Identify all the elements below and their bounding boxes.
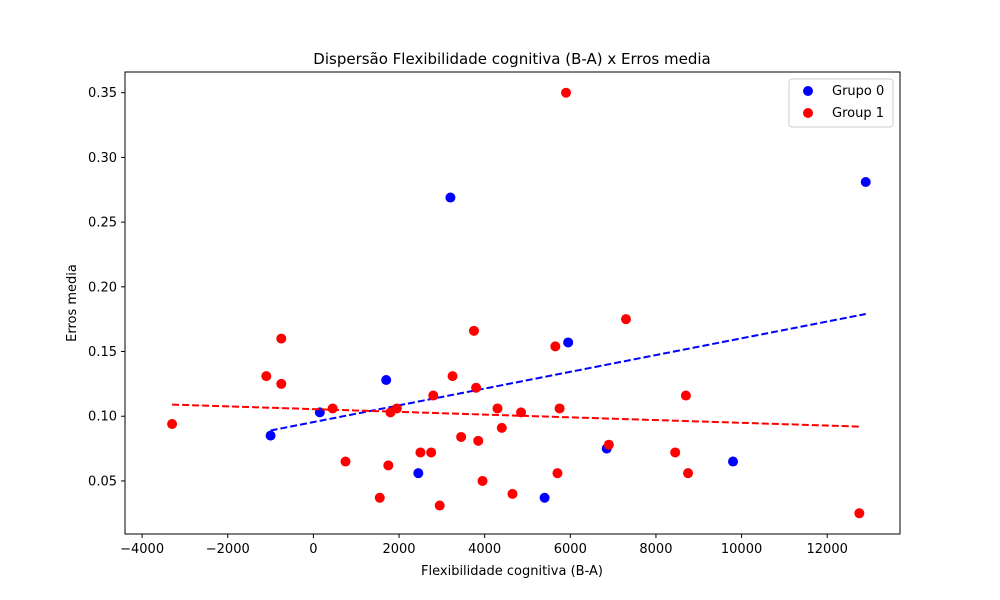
legend-marker-grupo-0 xyxy=(803,86,813,96)
point-group-1 xyxy=(670,447,681,458)
point-group-1 xyxy=(415,447,426,458)
point-group-1 xyxy=(854,508,865,519)
chart-title: Dispersão Flexibilidade cognitiva (B-A) … xyxy=(313,50,710,68)
point-group-1 xyxy=(456,431,467,442)
legend-label-group-1: Group 1 xyxy=(832,106,884,121)
point-group-1 xyxy=(496,422,507,433)
plot-marks xyxy=(167,87,871,519)
trend-line-grupo-0 xyxy=(270,313,866,432)
x-tick-label: 2000 xyxy=(382,542,415,557)
y-tick-label: 0.25 xyxy=(88,216,117,231)
y-axis-ticks: 0.05 0.10 0.15 0.20 0.25 0.30 0.35 xyxy=(88,86,125,489)
point-group-1 xyxy=(477,475,488,486)
point-group-1 xyxy=(340,456,351,467)
point-group-1 xyxy=(434,500,445,511)
y-tick-label: 0.35 xyxy=(88,86,117,101)
x-tick-label: 4000 xyxy=(468,542,501,557)
point-group-1 xyxy=(680,390,691,401)
point-grupo-0 xyxy=(265,430,276,441)
point-group-1 xyxy=(261,371,272,382)
x-tick-label: 12000 xyxy=(807,542,848,557)
y-tick-label: 0.05 xyxy=(88,474,117,489)
point-group-1 xyxy=(468,325,479,336)
x-tick-label: −2000 xyxy=(206,542,250,557)
y-tick-label: 0.20 xyxy=(88,280,117,295)
point-group-1 xyxy=(426,447,437,458)
x-tick-label: 6000 xyxy=(554,542,587,557)
point-grupo-0 xyxy=(445,192,456,203)
point-grupo-0 xyxy=(413,468,424,479)
x-tick-label: 8000 xyxy=(639,542,672,557)
legend-label-grupo-0: Grupo 0 xyxy=(832,84,884,99)
point-group-1 xyxy=(167,419,178,429)
point-group-1 xyxy=(552,468,563,479)
x-tick-label: −4000 xyxy=(120,542,164,557)
point-grupo-0 xyxy=(539,492,550,503)
point-grupo-0 xyxy=(563,337,574,348)
y-tick-label: 0.10 xyxy=(88,410,117,425)
point-group-1 xyxy=(620,314,631,325)
legend-marker-group-1 xyxy=(803,108,813,118)
trend-line-group-1 xyxy=(172,403,860,428)
point-group-1 xyxy=(276,333,287,344)
y-axis-title: Erros media xyxy=(65,264,80,342)
x-tick-label: 0 xyxy=(309,542,317,557)
point-group-1 xyxy=(471,382,482,393)
point-grupo-0 xyxy=(381,375,392,385)
x-tick-label: 10000 xyxy=(721,542,762,557)
point-group-1 xyxy=(447,371,458,382)
point-group-1 xyxy=(554,403,565,414)
point-group-1 xyxy=(374,492,385,503)
x-axis-ticks: −4000 −2000 0 2000 4000 6000 8000 10000 12000 xyxy=(120,534,848,557)
y-tick-label: 0.30 xyxy=(88,151,117,166)
point-group-1 xyxy=(276,378,287,389)
point-group-1 xyxy=(561,87,572,98)
point-group-1 xyxy=(683,468,694,479)
y-tick-label: 0.15 xyxy=(88,345,117,360)
point-group-1 xyxy=(507,488,518,499)
point-group-1 xyxy=(603,439,614,450)
point-group-1 xyxy=(428,390,439,401)
point-group-1 xyxy=(473,435,484,446)
point-grupo-0 xyxy=(728,456,739,467)
point-group-1 xyxy=(383,460,394,471)
point-group-1 xyxy=(327,403,338,414)
plot-area-frame xyxy=(124,71,901,535)
legend-frame xyxy=(788,78,894,128)
point-group-1 xyxy=(550,341,561,352)
legend: Grupo 0 Group 1 xyxy=(788,78,894,128)
point-group-1 xyxy=(492,403,503,414)
x-axis-title: Flexibilidade cognitiva (B-A) xyxy=(421,564,603,579)
point-grupo-0 xyxy=(860,177,871,187)
